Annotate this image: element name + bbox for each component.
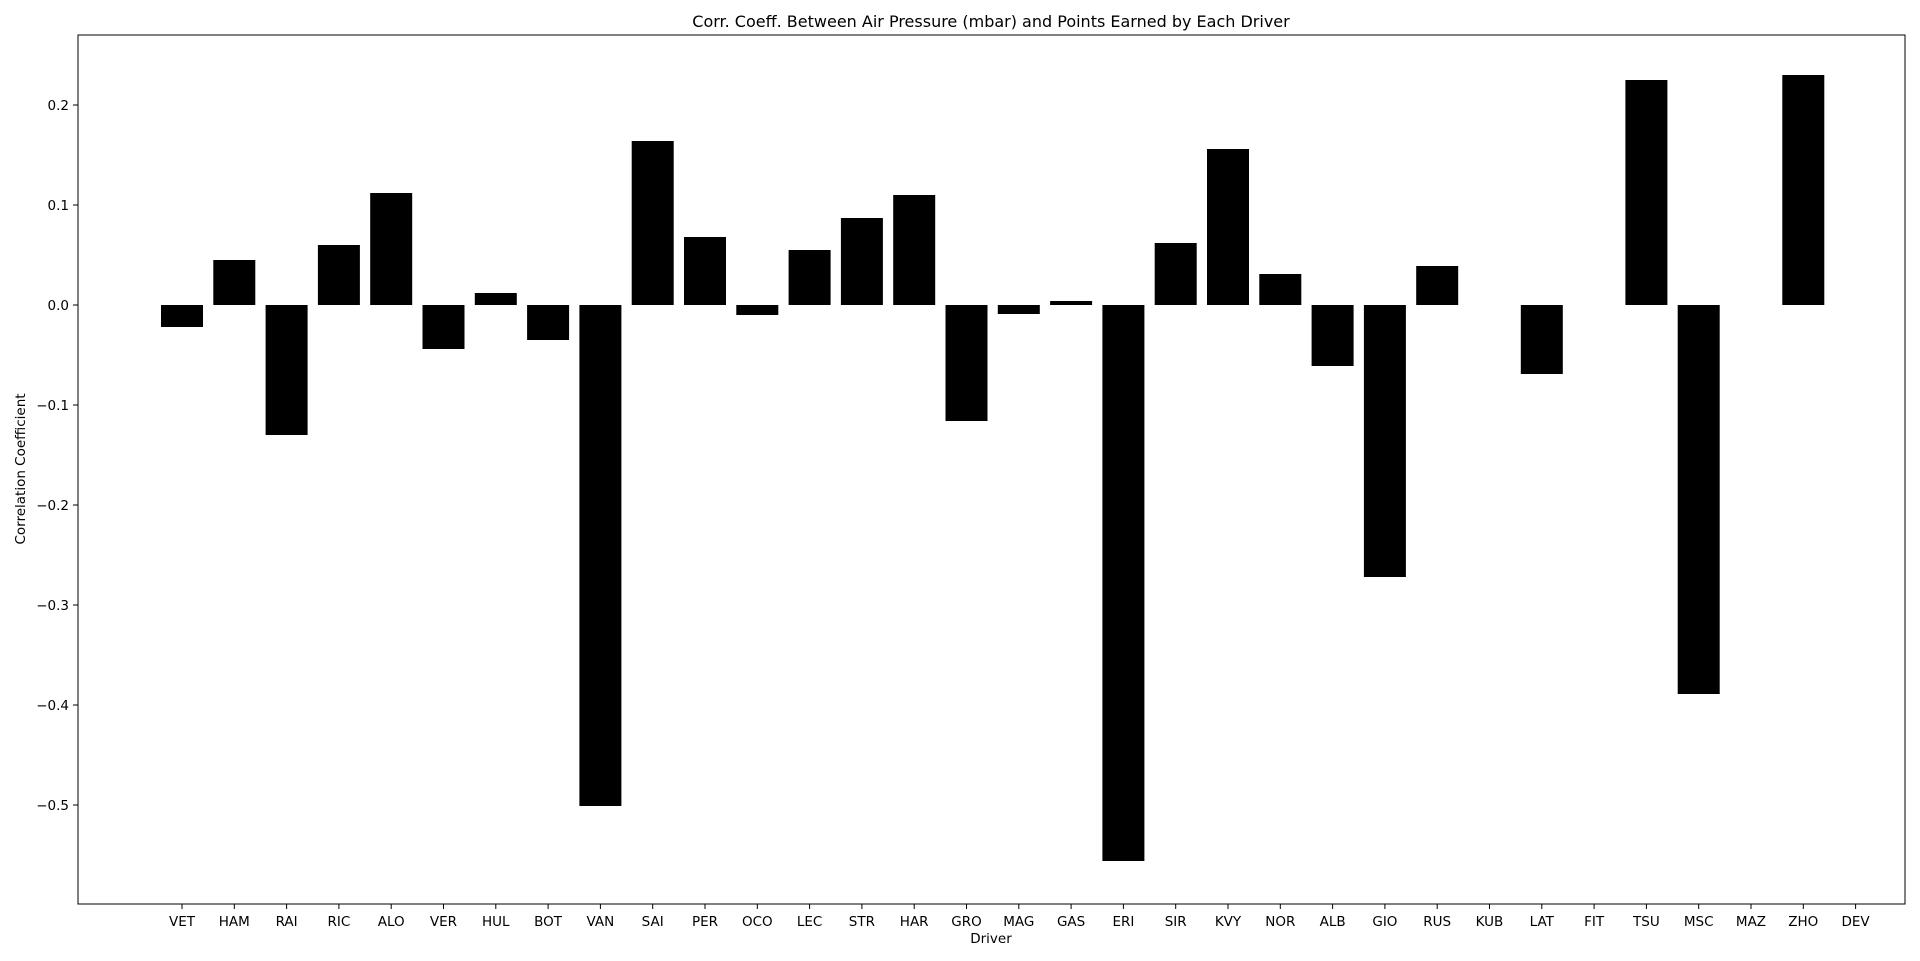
bar-gio: [1363, 305, 1406, 577]
x-tick-label: RAI: [276, 914, 298, 930]
bar-str: [840, 218, 883, 305]
x-tick-label: HAM: [219, 914, 250, 930]
y-tick-label: −0.1: [36, 398, 69, 414]
x-tick-label: OCO: [742, 914, 773, 930]
x-tick-label: VET: [169, 914, 196, 930]
x-tick-label: MAZ: [1736, 914, 1766, 930]
bar-msc: [1677, 305, 1720, 694]
y-tick-label: −0.4: [36, 698, 69, 714]
y-tick-label: 0.1: [48, 198, 69, 214]
x-tick-label: STR: [849, 914, 875, 930]
x-tick-label: RIC: [328, 914, 351, 930]
y-axis-label: Correlation Coefficient: [13, 393, 29, 544]
x-tick-label: GAS: [1057, 914, 1085, 930]
x-tick-label: SAI: [642, 914, 664, 930]
x-tick-label: ALO: [378, 914, 405, 930]
x-tick-label: ZHO: [1788, 914, 1818, 930]
x-tick-label: KUB: [1476, 914, 1504, 930]
x-tick-label: HAR: [900, 914, 929, 930]
y-tick-label: 0.0: [48, 298, 69, 314]
y-tick-label: 0.2: [48, 98, 69, 114]
bar-tsu: [1625, 80, 1668, 305]
bar-alo: [370, 193, 413, 305]
y-tick-label: −0.5: [36, 798, 69, 814]
bar-zho: [1782, 75, 1825, 305]
x-tick-label: GRO: [951, 914, 981, 930]
bar-alb: [1311, 305, 1354, 366]
x-tick-label: FIT: [1584, 914, 1605, 930]
bar-lat: [1520, 305, 1563, 374]
bar-sir: [1154, 243, 1197, 305]
bars-group: [161, 75, 1825, 861]
y-axis-ticks: 0.2 0.1 0.0 −0.1 −0.2 −0.3 −0.4 −0.5: [36, 98, 78, 814]
chart-title: Corr. Coeff. Between Air Pressure (mbar)…: [692, 12, 1290, 31]
x-tick-label: LAT: [1530, 914, 1555, 930]
x-axis-ticks: VET HAM RAI RIC ALO VER HUL BOT VAN SAI PER OCO LEC S…: [169, 904, 1870, 930]
x-tick-label: NOR: [1265, 914, 1295, 930]
bar-vet: [161, 305, 203, 327]
x-tick-label: MAG: [1003, 914, 1034, 930]
bar-gro: [945, 305, 988, 421]
bar-hul: [474, 293, 517, 305]
x-tick-label: LEC: [797, 914, 822, 930]
bar-per: [684, 237, 726, 305]
bar-rai: [265, 305, 308, 435]
bar-kvy: [1207, 149, 1249, 305]
x-tick-label: ALB: [1320, 914, 1346, 930]
bar-bot: [527, 305, 570, 340]
bar-van: [579, 305, 622, 806]
x-axis-label: Driver: [970, 931, 1012, 947]
bar-har: [893, 195, 936, 305]
x-tick-label: VER: [430, 914, 457, 930]
x-tick-label: HUL: [482, 914, 510, 930]
bar-ric: [317, 245, 360, 305]
bar-gas: [1050, 301, 1093, 305]
x-tick-label: GIO: [1372, 914, 1397, 930]
x-tick-label: MSC: [1684, 914, 1714, 930]
plot-frame: [77, 34, 1906, 905]
y-tick-label: −0.3: [36, 598, 69, 614]
x-tick-label: DEV: [1842, 914, 1871, 930]
x-tick-label: KVY: [1215, 914, 1242, 930]
bar-ver: [422, 305, 465, 349]
x-tick-label: PER: [692, 914, 718, 930]
bar-lec: [788, 250, 831, 305]
bar-ham: [213, 260, 256, 305]
y-tick-label: −0.2: [36, 498, 69, 514]
x-tick-label: BOT: [534, 914, 563, 930]
bar-eri: [1102, 305, 1145, 861]
bar-mag: [997, 305, 1040, 314]
bar-rus: [1416, 266, 1459, 305]
x-tick-label: RUS: [1423, 914, 1451, 930]
bar-sai: [631, 141, 674, 305]
x-tick-label: SIR: [1165, 914, 1187, 930]
bar-oco: [736, 305, 779, 315]
x-tick-label: VAN: [587, 914, 615, 930]
bar-nor: [1259, 274, 1302, 305]
x-tick-label: ERI: [1112, 914, 1134, 930]
x-tick-label: TSU: [1632, 914, 1660, 930]
